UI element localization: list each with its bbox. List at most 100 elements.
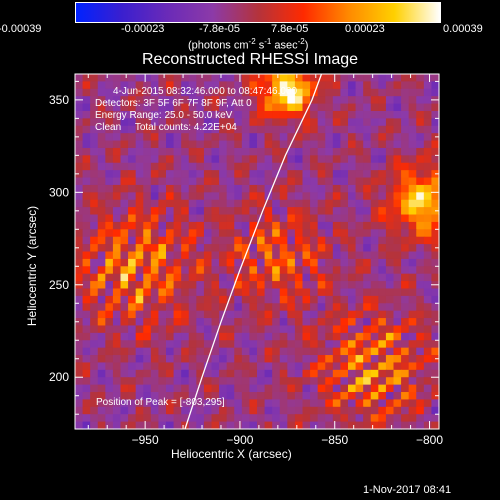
heatmap-cell [370,177,379,186]
heatmap-cell [363,244,372,253]
heatmap-cell [355,251,364,260]
heatmap-cell [203,133,213,142]
heatmap-cell [105,310,114,319]
heatmap-cell [181,214,190,223]
heatmap-cell [211,155,220,164]
heatmap-cell [105,273,114,282]
heatmap-cell [385,251,395,260]
heatmap-cell [385,170,395,179]
heatmap-cell [97,140,106,149]
heatmap-cell [150,347,160,356]
heatmap-cell [385,355,395,364]
heatmap-cell [355,340,364,349]
heatmap-cell [173,406,182,415]
heatmap-cell [173,377,182,386]
heatmap-cell [135,362,144,371]
heatmap-cell [355,288,364,297]
heatmap-cell [112,110,122,119]
heatmap-cell [234,162,243,171]
heatmap-cell [188,421,197,430]
heatmap-cell [203,140,213,149]
heatmap-cell [241,377,251,386]
heatmap-cell [181,133,190,142]
heatmap-cell [135,125,144,134]
heatmap-cell [302,310,311,319]
heatmap-cell [203,273,213,282]
heatmap-cell [378,310,387,319]
heatmap-cell [272,340,281,349]
heatmap-cell [317,177,326,186]
heatmap-cell [348,340,357,349]
heatmap-cell [332,251,342,260]
heatmap-cell [120,325,129,334]
heatmap-cell [112,177,122,186]
heatmap-cell [393,377,402,386]
heatmap-cell [105,199,114,208]
heatmap-cell [120,133,129,142]
heatmap-cell [188,310,197,319]
heatmap-cell [348,325,357,334]
heatmap-cell [272,251,281,260]
heatmap-cell [90,147,99,156]
heatmap-cell [135,147,144,156]
heatmap-cell [90,325,99,334]
heatmap-cell [355,162,364,171]
heatmap-cell [325,214,334,223]
heatmap-cell [294,384,304,393]
heatmap-cell [219,155,228,164]
heatmap-cell [287,214,296,223]
heatmap-cell [340,170,349,179]
heatmap-cell [257,399,266,408]
heatmap-cell [355,140,364,149]
heatmap-cell [431,421,440,430]
heatmap-cell [272,229,281,238]
heatmap-cell [317,332,326,341]
heatmap-cell [150,236,160,245]
heatmap-cell [226,251,235,260]
heatmap-cell [97,81,106,90]
heatmap-cell [416,325,425,334]
heatmap-cell [241,332,251,341]
heatmap-cell [150,110,160,119]
heatmap-cell [143,273,152,282]
heatmap-cell [408,251,417,260]
heatmap-cell [97,192,106,201]
heatmap-cell [385,162,395,171]
heatmap-cell [128,295,137,304]
heatmap-cell [363,192,372,201]
heatmap-cell [226,310,235,319]
heatmap-cell [416,392,425,401]
heatmap-cell [173,118,182,127]
heatmap-cell [408,369,417,378]
heatmap-cell [166,332,175,341]
heatmap-cell [249,118,258,127]
heatmap-cell [90,125,99,134]
heatmap-cell [166,125,175,134]
heatmap-cell [355,96,364,105]
heatmap-cell [150,406,160,415]
heatmap-cell [105,207,114,216]
heatmap-cell [82,421,91,430]
heatmap-cell [112,258,122,267]
heatmap-cell [150,421,160,430]
heatmap-cell [234,170,243,179]
heatmap-cell [241,414,251,423]
heatmap-cell [348,88,357,97]
heatmap-cell [355,392,364,401]
heatmap-cell [378,229,387,238]
heatmap-cell [264,199,273,208]
heatmap-cell [385,118,395,127]
heatmap-cell [90,103,99,112]
heatmap-cell [332,192,342,201]
heatmap-cell [287,170,296,179]
heatmap-cell [401,162,410,171]
heatmap-cell [363,147,372,156]
heatmap-cell [294,325,304,334]
heatmap-cell [105,221,114,230]
heatmap-cell [287,392,296,401]
heatmap-cell [401,332,410,341]
heatmap-cell [211,125,220,134]
heatmap-cell [302,288,311,297]
heatmap-cell [203,155,213,164]
heatmap-cell [211,96,220,105]
